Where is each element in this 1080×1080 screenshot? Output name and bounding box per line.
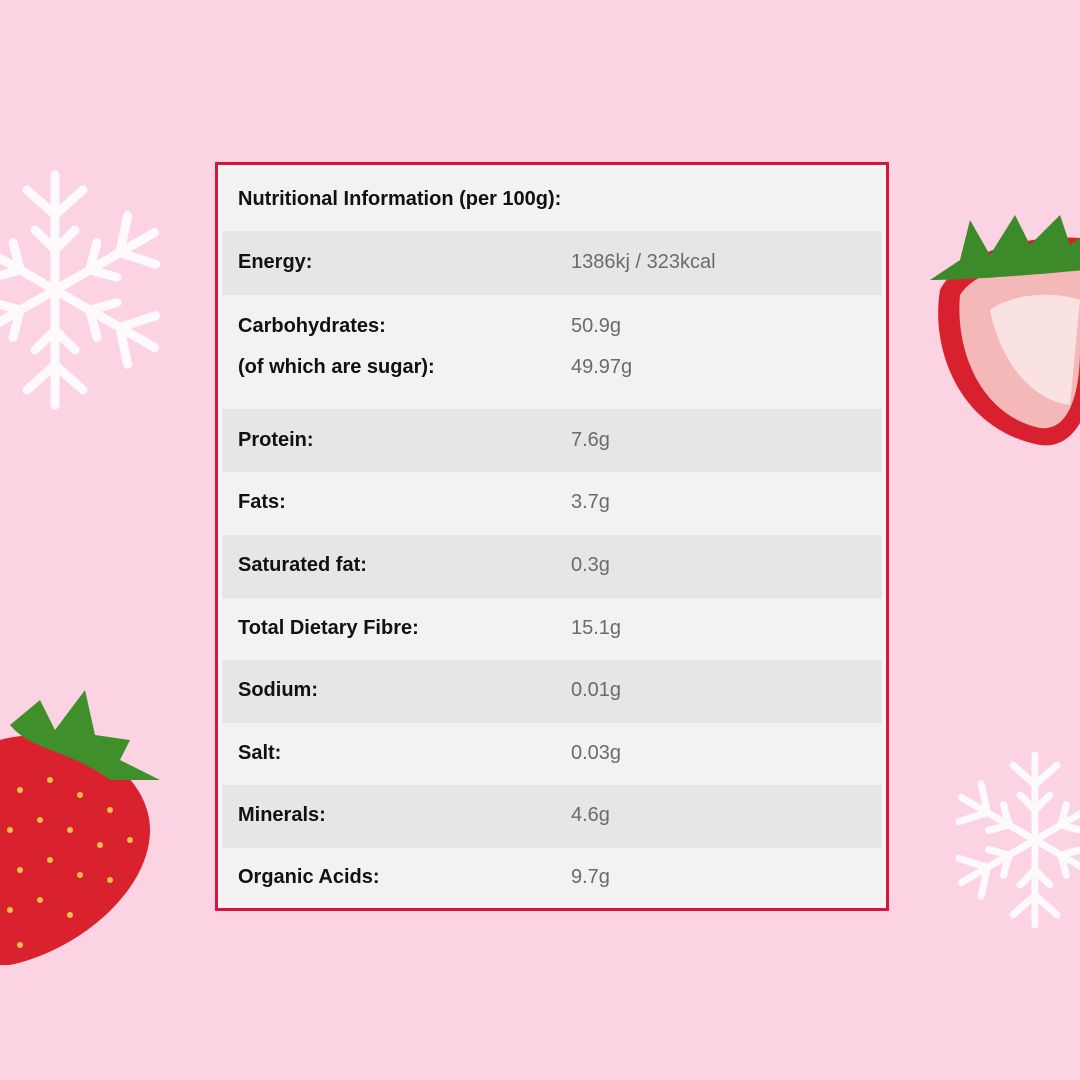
row-value: 0.03g [571,742,622,764]
row-label: Protein: [238,429,314,451]
row-sub-value: 49.97g [571,356,633,378]
snowflake-icon [0,170,170,415]
row-value: 9.7g [571,866,610,888]
row-label: Energy: [238,251,313,273]
row-label: Saturated fat: [238,554,367,576]
table-row: Total Dietary Fibre: 15.1g [222,598,882,660]
row-value: 0.01g [571,679,622,701]
row-label: Fats: [238,491,286,513]
table-header-row: Nutritional Information (per 100g): [222,168,882,231]
table-row: Saturated fat: 0.3g [222,535,882,598]
row-label: Minerals: [238,804,326,826]
table-row: Protein: 7.6g [222,409,882,472]
table-row: Carbohydrates: 50.9g (of which are sugar… [222,295,882,409]
row-label: Carbohydrates: [238,315,386,337]
row-value: 3.7g [571,491,610,513]
table-row: Fats: 3.7g [222,472,882,535]
row-label: Sodium: [238,679,318,701]
table-title: Nutritional Information (per 100g): [238,188,562,210]
row-value: 4.6g [571,804,610,826]
table-row: Energy: 1386kj / 323kcal [222,231,882,295]
table-row: Sodium: 0.01g [222,660,882,723]
row-value: 7.6g [571,429,610,451]
row-value: 0.3g [571,554,610,576]
table-row: Minerals: 4.6g [222,785,882,848]
table-row: Salt: 0.03g [222,723,882,785]
row-value: 50.9g [571,315,622,337]
row-sub-label: (of which are sugar): [238,356,435,378]
strawberry-half-image [930,215,1080,446]
strawberry-image [0,690,160,965]
row-label: Organic Acids: [238,866,380,888]
row-label: Salt: [238,742,282,764]
row-value: 1386kj / 323kcal [571,251,716,273]
row-value: 15.1g [571,617,622,639]
row-label: Total Dietary Fibre: [238,617,419,639]
nutrition-table: Nutritional Information (per 100g): Ener… [215,162,889,911]
snowflake-icon [945,751,1080,930]
table-row: Organic Acids: 9.7g [222,848,882,905]
